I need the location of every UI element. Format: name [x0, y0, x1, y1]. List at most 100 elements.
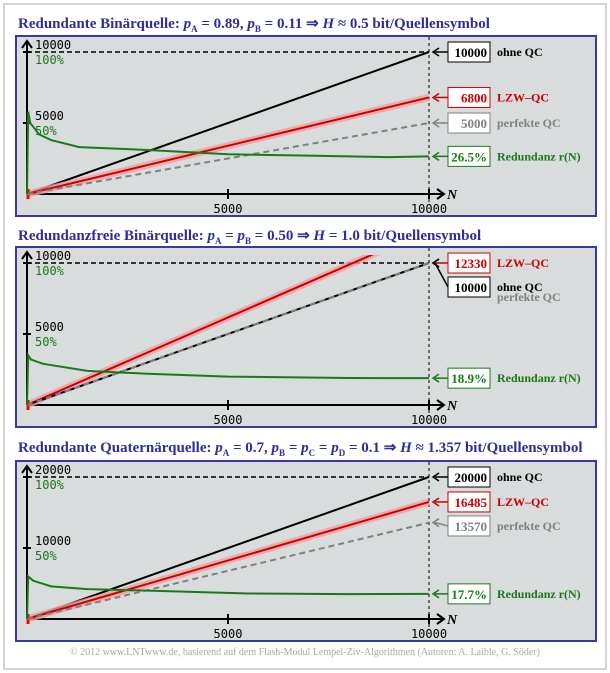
series-label: LZW–QC — [497, 495, 549, 509]
chart-box: N 5000 10000 10000 50% 20000 100% 20000 ohne QC 1… — [15, 460, 597, 642]
title-part: Redundante Binärquelle: — [18, 16, 184, 32]
value-box — [447, 252, 491, 274]
title-part: D — [338, 448, 346, 458]
panel-title: Redundanzfreie Binärquelle: pA = pB = 0.… — [18, 226, 481, 246]
title-part: p — [207, 228, 215, 244]
series-label: perfekte QC — [497, 116, 561, 130]
value-box — [447, 41, 491, 63]
title-part: = — [315, 440, 332, 456]
series-label: ohne QC — [497, 470, 543, 484]
title-part: p — [271, 440, 280, 456]
value-box — [447, 112, 491, 134]
redundancy-curve — [26, 574, 430, 620]
title-part: = 0.11 ⇒ — [260, 16, 323, 32]
x-tick-label: 5000 — [214, 627, 243, 640]
pointer-arrow — [434, 521, 449, 527]
perfect-compression-line — [26, 262, 430, 406]
value-box — [447, 145, 491, 167]
value-label: 5000 — [461, 116, 487, 131]
series-label: ohne QC — [497, 45, 543, 59]
y-percent-tick-label: 50% — [35, 335, 57, 349]
y-percent-tick-label: 100% — [35, 264, 65, 278]
no-compression-line — [26, 476, 430, 620]
pointer-arrowhead — [431, 118, 440, 128]
title-part: p — [331, 440, 339, 456]
pointer-arrowhead — [431, 92, 440, 103]
value-label: 20000 — [455, 470, 488, 485]
value-box — [447, 466, 491, 488]
title-part: Redundanzfreie Binärquelle: — [18, 228, 208, 244]
y-axis-arrow — [21, 250, 33, 260]
value-box — [447, 583, 491, 605]
x-axis-label: N — [446, 188, 458, 203]
copyright-footer: © 2012 www.LNTwww.de, basierend auf dem … — [70, 647, 540, 658]
series-label: ohne QC — [497, 280, 543, 294]
value-label: 17.7% — [451, 587, 487, 602]
title-part: p — [247, 16, 255, 32]
y-tick-label: 10000 — [35, 534, 71, 548]
series-label: Redundanz r(N) — [497, 149, 581, 163]
title-part: p — [215, 440, 223, 456]
redundancy-curve — [26, 111, 430, 195]
y-tick-label: 5000 — [35, 109, 64, 123]
pointer-arrowhead — [431, 472, 440, 482]
title-part: = 1.0 bit/Quellensymbol — [325, 228, 482, 244]
series-label: Redundanz r(N) — [497, 587, 581, 601]
title-part: = — [221, 228, 238, 244]
x-axis-arrow — [436, 399, 446, 411]
title-part: H — [322, 16, 335, 32]
x-tick-label: 10000 — [411, 202, 447, 215]
chart-box: N 5000 10000 5000 50% 10000 100% 12330 LZW–QC 100… — [15, 246, 597, 428]
title-part: = 0.50 ⇒ — [251, 228, 314, 244]
y-tick-label: 10000 — [35, 38, 71, 52]
title-part: A — [191, 24, 198, 34]
value-label: 26.5% — [451, 149, 487, 164]
title-part: ≈ 1.357 bit/Quellensymbol — [411, 440, 583, 456]
title-part: = 0.1 ⇒ — [345, 440, 401, 456]
y-percent-tick-label: 50% — [35, 124, 57, 138]
value-box — [447, 276, 491, 298]
title-part: B — [279, 448, 286, 458]
value-box — [447, 86, 491, 108]
title-part: p — [183, 16, 192, 32]
value-box — [447, 515, 491, 537]
value-box — [447, 367, 491, 389]
value-label: 10000 — [455, 280, 488, 295]
title-part: B — [245, 236, 252, 246]
pointer-arrowhead — [431, 589, 440, 599]
pointer-arrowhead — [431, 258, 440, 268]
y-percent-tick-label: 100% — [35, 478, 65, 492]
panel-title: Redundante Binärquelle: pA = 0.89, pB = … — [18, 14, 490, 34]
pointer-arrowhead — [431, 373, 440, 383]
legend-labels: 10000 ohne QC 6800 LZW–QC 5000 perfekte QC 26.… — [431, 41, 581, 167]
title-part: p — [301, 440, 309, 456]
perfect-compression-line — [26, 122, 430, 195]
x-axis-arrow — [436, 188, 446, 200]
x-axis-arrow — [436, 613, 446, 625]
y-axis-arrow — [21, 39, 33, 49]
y-percent-tick-label: 50% — [35, 549, 57, 563]
title-part: A — [222, 448, 230, 458]
title-part: = 0.7, — [229, 440, 272, 456]
perfect-compression-line — [26, 521, 430, 620]
value-label: 16485 — [455, 495, 488, 510]
x-axis-label: N — [446, 399, 458, 414]
lzw-line — [26, 96, 430, 195]
value-label: 13570 — [455, 519, 488, 534]
y-tick-label: 5000 — [35, 320, 64, 334]
pointer-arrowhead — [431, 497, 440, 507]
y-tick-label: 10000 — [35, 249, 71, 263]
title-part: A — [214, 236, 222, 246]
x-tick-label: 5000 — [214, 202, 243, 215]
y-percent-tick-label: 100% — [35, 53, 65, 67]
series-label: perfekte QC — [497, 519, 561, 533]
pointer-arrowhead — [431, 518, 440, 528]
x-tick-label: 10000 — [411, 413, 447, 426]
pointer-arrow — [434, 262, 449, 288]
title-part: ≈ 0.5 bit/Quellensymbol — [334, 16, 490, 32]
